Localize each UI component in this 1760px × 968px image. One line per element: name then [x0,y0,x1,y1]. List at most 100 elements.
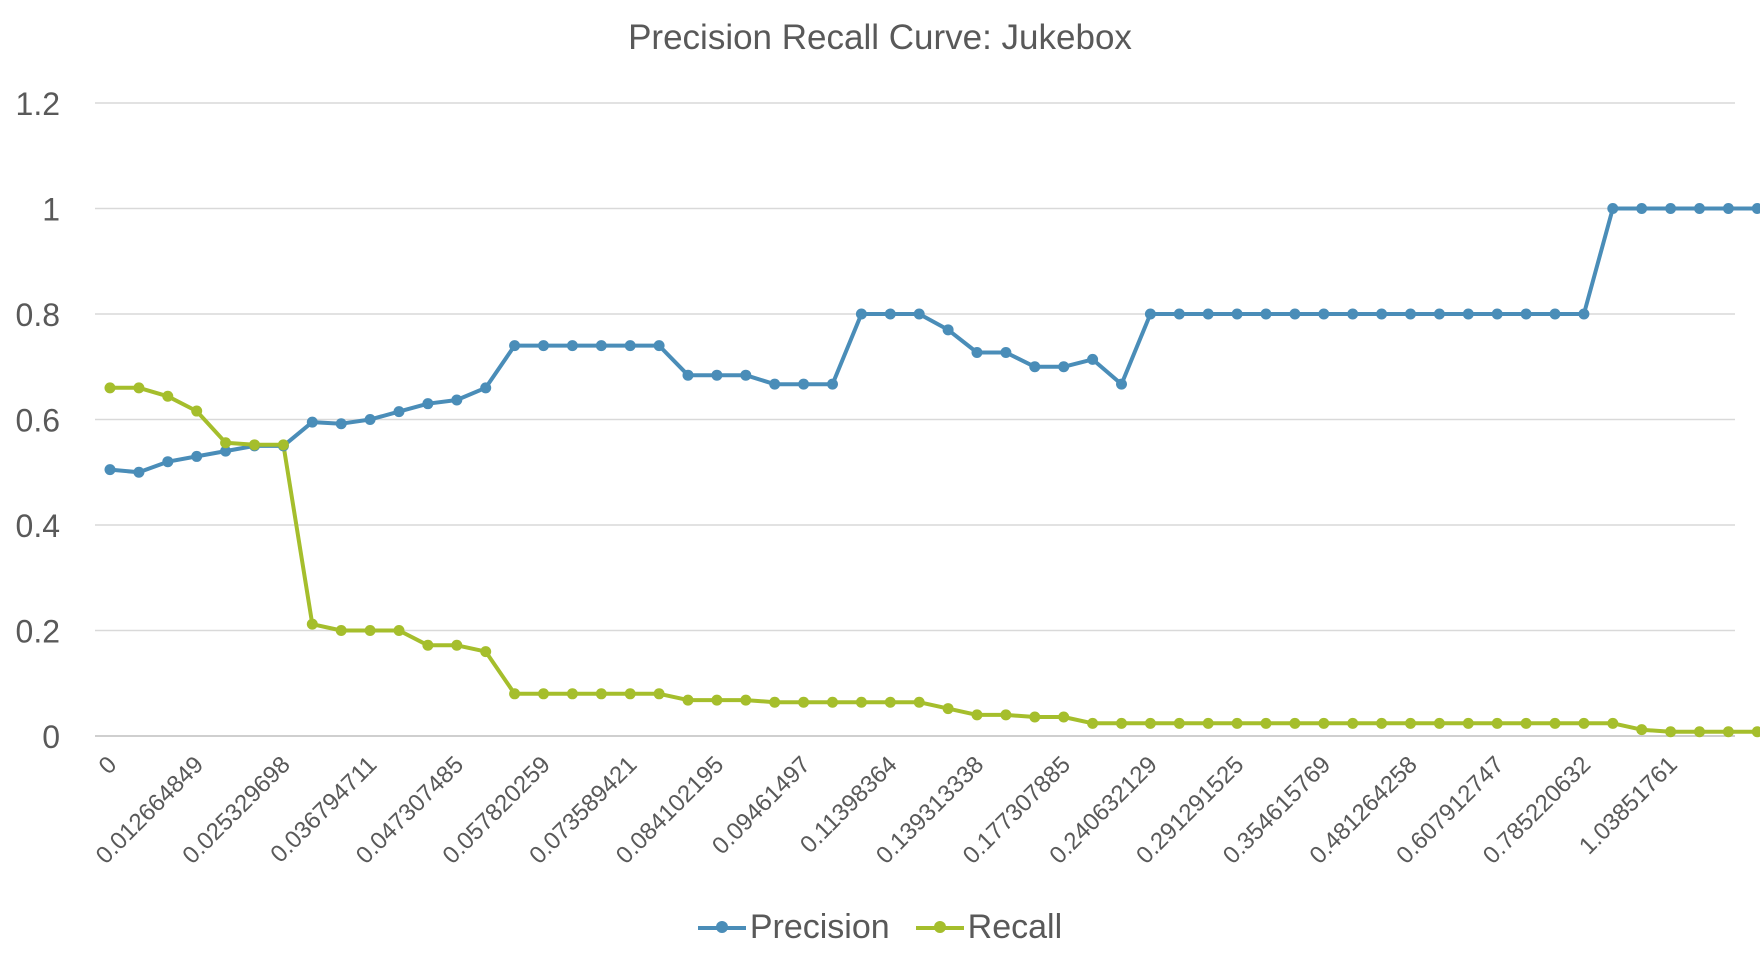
precision-point [1376,308,1388,320]
recall-point [393,625,405,636]
recall-point [624,688,636,700]
precision-point [364,414,376,425]
precision-point [798,378,810,390]
precision-point [1173,308,1185,320]
recall-point [1694,726,1705,738]
recall-point [855,696,867,708]
precision-point [1347,308,1359,320]
x-tick-label: 0 [94,751,123,780]
recall-point [1376,717,1388,729]
precision-point [1665,203,1677,214]
recall-point [364,625,376,636]
recall-point [740,694,752,706]
recall-point [682,694,694,706]
recall-point [480,646,492,658]
recall-point [942,703,954,715]
recall-point [971,709,983,721]
precision-point [335,418,347,430]
precision-point [1462,308,1474,320]
recall-point [306,618,318,630]
precision-point [595,340,607,352]
y-tick-label: 1.2 [16,86,60,122]
precision-point [306,416,318,428]
precision-point [1405,308,1416,320]
precision-point [1116,378,1127,390]
y-tick-label: 0.4 [16,508,60,544]
recall-point [1029,711,1041,723]
precision-point [393,406,405,418]
recall-point [335,625,347,636]
precision-point [1318,308,1330,320]
legend-swatch-recall [915,920,964,933]
recall-point [913,696,925,708]
legend-item-precision: Precision [697,908,890,947]
recall-point [1665,726,1677,738]
recall-point [1260,717,1272,729]
recall-point [1722,726,1734,738]
recall-point [249,439,260,451]
recall-point [133,382,145,394]
precision-point [855,308,867,320]
precision-point [1231,308,1243,320]
precision-point [624,340,636,352]
x-axis-labels: 00.0126648490.0253296980.0367947110.0473… [91,751,1683,869]
recall-point [769,696,781,708]
precision-point [827,378,838,390]
recall-point [277,439,289,451]
precision-line [109,206,1758,475]
recall-point [653,688,665,700]
recall-point [798,696,810,708]
recall-line [110,385,1758,734]
precision-point [740,369,752,381]
recall-point [1636,724,1648,736]
precision-point [711,369,723,381]
precision-point [1491,308,1503,320]
recall-point [1433,717,1445,729]
recall-point [1491,717,1503,729]
legend-item-recall: Recall [915,908,1063,947]
precision-point [653,340,665,352]
precision-point [1000,347,1012,359]
recall-point [220,437,232,449]
recall-point [1000,709,1012,721]
recall-point [1231,717,1243,729]
y-tick-label: 0.8 [16,297,60,333]
recall-point [1607,717,1619,729]
precision-point [451,394,463,406]
recall-point [566,688,578,700]
recall-point [1144,717,1156,729]
legend-label-precision: Precision [749,908,890,946]
legend: Precision Recall [0,908,1760,947]
chart-title: Precision Recall Curve: Jukebox [628,18,1132,57]
recall-point [104,382,116,394]
precision-point [566,340,578,352]
recall-point [1087,717,1099,729]
precision-point [191,450,203,462]
recall-point [1318,717,1330,729]
recall-point [1289,717,1301,729]
recall-point [538,688,549,700]
recall-point [1751,726,1760,738]
recall-point [1202,717,1214,729]
precision-point [1087,353,1099,365]
precision-point [1607,203,1619,214]
precision-point [1722,203,1734,214]
recall-point [509,688,521,700]
precision-point [1578,308,1590,320]
y-tick-label: 0.2 [16,614,60,650]
precision-point [971,347,983,359]
precision-point [480,382,492,394]
legend-label-recall: Recall [967,908,1063,946]
recall-point [191,405,203,417]
recall-point [884,696,896,708]
series-points [104,203,1760,738]
precision-point [1058,361,1070,373]
precision-point [162,456,174,468]
precision-point [942,324,954,336]
recall-point [595,688,607,700]
recall-point [422,639,434,651]
precision-point [1636,203,1648,214]
recall-point [1520,717,1532,729]
recall-point [711,694,723,706]
